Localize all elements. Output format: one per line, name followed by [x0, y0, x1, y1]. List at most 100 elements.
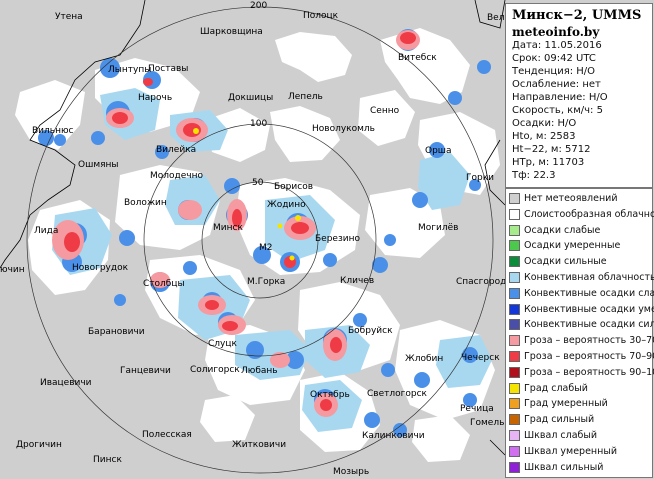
legend-swatch — [509, 319, 520, 331]
legend-label: Гроза – вероятность 70–90% — [524, 351, 654, 362]
range-rings — [26, 6, 494, 474]
city-label: Светлогорск — [367, 389, 428, 399]
legend-panel: Нет метеоявлений Слоистообразная облачнос… — [505, 188, 654, 478]
city-labels: Утена Шарковщина Полоцк Витебск Лынтупы … — [0, 11, 510, 477]
legend-item: Шквал сильный — [509, 461, 603, 474]
city-label: Лепель — [288, 92, 323, 102]
legend-swatch — [509, 398, 520, 410]
city-label: Любань — [241, 366, 278, 376]
city-label: Березино — [315, 234, 360, 244]
legend-item: Конвективные осадки умерен. — [509, 303, 654, 316]
station-title: Минск−2, UMMS — [512, 8, 642, 23]
city-label: Вилейка — [156, 145, 196, 155]
city-label: Нарочь — [138, 93, 172, 103]
city-label: Витебск — [398, 53, 437, 63]
legend-label: Конвективная облачность — [524, 272, 654, 283]
info-tf: Tф: 22.3 — [512, 170, 556, 181]
legend-swatch — [509, 303, 520, 315]
info-speed: Скорость, км/ч: 5 — [512, 105, 603, 116]
city-label: Могилёв — [418, 223, 458, 233]
legend-label: Конвективные осадки слабые — [524, 287, 654, 299]
city-label: Речица — [460, 404, 494, 414]
legend-swatch — [509, 366, 520, 378]
city-label: Поставы — [148, 64, 188, 74]
city-label: Шарковщина — [200, 27, 263, 37]
info-hto: Hto, м: 2583 — [512, 131, 576, 142]
legend-item: Нет метеоявлений — [509, 192, 618, 205]
info-date: Дата: 11.05.2016 — [512, 40, 602, 51]
city-label: Вели — [487, 13, 510, 23]
legend-swatch — [509, 287, 520, 299]
info-time: Срок: 09:42 UTC — [512, 53, 596, 64]
legend-swatch — [509, 414, 520, 426]
legend-label: Осадки сильные — [524, 256, 607, 268]
hail-layer — [193, 128, 301, 261]
city-label: Докшицы — [228, 93, 273, 103]
legend-label: Шквал умеренный — [524, 445, 618, 457]
legend-label: Шквал сильный — [524, 461, 604, 473]
legend-swatch — [509, 193, 520, 204]
legend-label: Град сильный — [524, 414, 595, 426]
legend-label: Гроза – вероятность 30–70% — [524, 335, 654, 347]
ring-label-200: 200 — [250, 1, 267, 11]
city-label: Спасгород — [456, 277, 506, 287]
legend-label: Град умеренный — [524, 398, 608, 410]
city-label: Горки — [466, 173, 494, 183]
city-label: М.Горка — [247, 277, 285, 287]
legend-label: Град слабый — [524, 382, 588, 394]
info-ht22: Ht−22, м: 5712 — [512, 144, 591, 155]
city-label: Сенно — [370, 106, 400, 116]
city-label: Ганцевичи — [120, 366, 171, 376]
city-label: Ошмяны — [78, 160, 119, 170]
legend-label: Нет метеоявлений — [524, 193, 618, 204]
legend-item: Град слабый — [509, 382, 588, 395]
ring-label-50: 50 — [252, 178, 264, 188]
legend-item: Осадки умеренные — [509, 239, 620, 252]
info-direction: Направление: Н/О — [512, 92, 608, 103]
city-label: Мозырь — [333, 467, 369, 477]
city-label: Гомель — [470, 418, 504, 428]
city-label: Дрогичин — [16, 440, 62, 450]
legend-label: Гроза – вероятность 90–100% — [524, 366, 654, 378]
city-label: Житковичи — [232, 440, 286, 450]
radar-info-panel: Минск−2, UMMS meteoinfo.by Дата: 11.05.2… — [505, 3, 653, 188]
city-label: Столбцы — [143, 279, 185, 289]
info-tendency: Тенденция: Н/О — [512, 66, 596, 77]
city-label: Кличев — [340, 276, 374, 286]
info-htp: HTp, м: 11703 — [512, 157, 585, 168]
city-label: Октябрь — [310, 390, 350, 400]
city-label: Калинковичи — [362, 431, 425, 441]
legend-item: Слоистообразная облачность — [509, 208, 654, 221]
legend-item: Гроза – вероятность 90–100% — [509, 366, 654, 379]
city-label: Жлобин — [405, 354, 443, 364]
legend-item: Шквал умеренный — [509, 445, 617, 458]
legend-item: Конвективные осадки сильные — [509, 318, 654, 331]
info-attenuation: Ослабление: нет — [512, 79, 601, 90]
city-label: Борисов — [274, 182, 313, 192]
city-label: Полоцк — [303, 11, 339, 21]
city-label: Ивацевичи — [40, 378, 92, 388]
city-label: Новогрудок — [72, 263, 129, 273]
legend-item: Град умеренный — [509, 397, 608, 410]
legend-swatch — [509, 272, 520, 283]
borders — [0, 0, 506, 456]
legend-swatch — [509, 430, 520, 441]
city-label: Новолукомль — [312, 124, 375, 134]
legend-item: Конвективная облачность — [509, 271, 654, 284]
city-label: Бобруйск — [348, 326, 393, 336]
legend-label: Конвективные осадки сильные — [524, 319, 654, 331]
city-label: Молодечно — [150, 171, 203, 181]
info-precip: Осадки: Н/О — [512, 118, 577, 129]
city-label: Жодино — [267, 200, 306, 210]
legend-swatch — [509, 256, 520, 268]
city-label: Лынтупы — [108, 65, 151, 75]
city-label: Барановичи — [88, 327, 145, 337]
legend-item: Гроза – вероятность 70–90% — [509, 350, 654, 363]
city-label: Воложин — [124, 198, 167, 208]
city-label: ючин — [0, 265, 25, 275]
city-label: Утена — [55, 12, 83, 22]
legend-item: Гроза – вероятность 30–70% — [509, 334, 654, 347]
legend-swatch — [509, 382, 520, 394]
city-label: Солигорск — [190, 365, 240, 375]
